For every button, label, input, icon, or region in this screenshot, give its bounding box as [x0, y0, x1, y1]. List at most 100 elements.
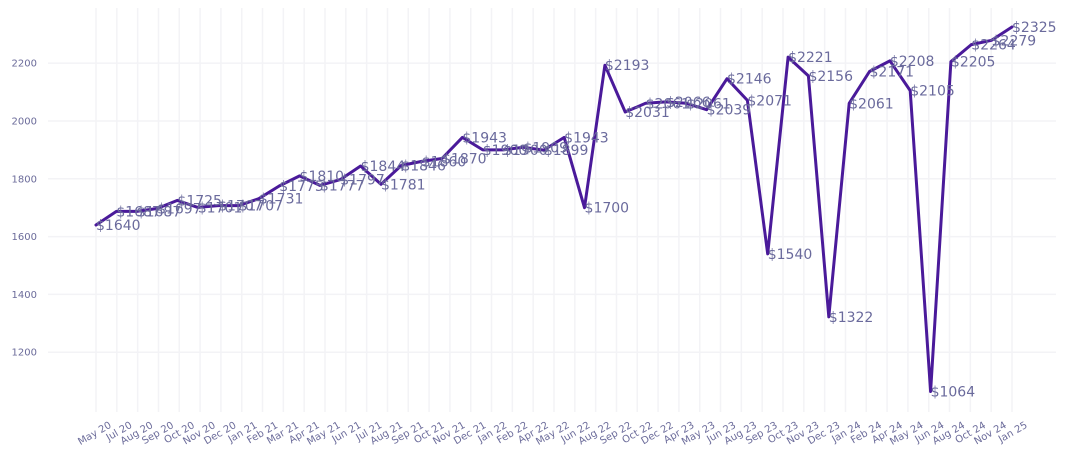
y-tick-label: 1400	[12, 290, 37, 301]
data-point	[664, 100, 668, 104]
data-point	[501, 148, 505, 152]
data-point	[949, 60, 953, 63]
data-point	[522, 146, 525, 149]
data-point	[176, 199, 179, 202]
data-label: $1810	[300, 169, 345, 185]
data-point	[115, 210, 118, 213]
data-label: $1775	[279, 179, 324, 195]
data-label: $2264	[971, 38, 1016, 54]
data-point	[196, 206, 199, 209]
data-label: $2031	[625, 105, 670, 121]
data-label: $1797	[340, 173, 385, 189]
data-label: $2325	[1012, 20, 1057, 36]
series-line	[94, 25, 1014, 393]
data-label: $2105	[910, 84, 955, 100]
data-point	[278, 184, 281, 188]
data-point	[847, 102, 851, 105]
data-label: $2039	[707, 103, 752, 119]
data-label: $1899	[544, 143, 589, 159]
data-point	[135, 210, 138, 213]
data-point	[216, 204, 220, 207]
data-labels: $1640$1687$1687$1697$1725$1701$1707$1707…	[96, 20, 1057, 400]
data-point	[1010, 25, 1014, 29]
data-point	[257, 197, 261, 200]
data-label: $1064	[931, 385, 976, 401]
data-point	[685, 102, 688, 105]
data-label: $2221	[788, 50, 833, 66]
data-label: $2066	[666, 95, 711, 111]
data-label: $2156	[808, 69, 853, 85]
data-label: $1540	[768, 247, 813, 263]
data-label: $1707	[238, 199, 283, 215]
data-points	[94, 25, 1014, 393]
y-tick-label: 1800	[12, 174, 37, 185]
data-point	[155, 207, 159, 210]
data-point	[705, 108, 708, 111]
data-label: $1701	[198, 200, 243, 216]
y-axis-ticks: 1200 1400 1600 1800 2000 2200	[12, 59, 37, 359]
data-label: $1844	[361, 159, 406, 175]
data-label: $1640	[96, 218, 141, 234]
data-label: $1322	[829, 310, 874, 326]
data-point	[237, 204, 240, 207]
y-tick-label: 1200	[12, 348, 37, 359]
data-label: $1943	[462, 130, 507, 146]
y-tick-label: 2000	[12, 116, 37, 127]
data-point	[827, 315, 830, 319]
data-label: $1870	[442, 152, 487, 168]
data-point	[298, 174, 301, 178]
data-point	[990, 39, 993, 42]
data-point	[929, 390, 932, 393]
data-label: $1860	[422, 154, 467, 170]
data-label: $2071	[747, 93, 792, 109]
series-line-group	[94, 25, 1014, 393]
data-label: $1700	[585, 201, 630, 217]
data-point	[461, 136, 464, 139]
y-tick-label: 1600	[12, 232, 37, 243]
data-label: $1943	[564, 130, 609, 146]
data-label: $1781	[381, 177, 426, 193]
data-label: $1725	[177, 193, 222, 209]
data-point	[420, 160, 423, 163]
data-point	[909, 89, 912, 92]
data-point	[786, 55, 790, 59]
data-label: $1687	[137, 204, 182, 220]
data-point	[440, 157, 444, 160]
data-point	[318, 184, 322, 187]
data-label: $1846	[401, 158, 446, 174]
data-point	[481, 148, 484, 152]
data-point	[603, 63, 607, 67]
data-label: $2061	[849, 96, 894, 112]
y-tick-label: 2200	[12, 59, 37, 70]
data-point	[359, 164, 362, 168]
data-label: $1731	[259, 192, 304, 208]
data-label: $2205	[951, 55, 996, 71]
data-point	[542, 148, 546, 152]
data-point	[725, 77, 729, 80]
data-point	[644, 102, 647, 105]
data-label: $2061	[686, 96, 731, 112]
data-label: $2208	[890, 54, 935, 70]
data-point	[888, 59, 892, 63]
data-label: $1687	[116, 204, 161, 220]
data-point	[583, 206, 586, 209]
data-label: $2146	[727, 72, 772, 88]
data-point	[868, 70, 871, 73]
data-point	[94, 223, 98, 227]
data-label: $1900	[503, 143, 548, 159]
data-point	[970, 43, 973, 46]
data-label: $1909	[523, 140, 568, 156]
data-point	[766, 252, 769, 256]
data-label: $1707	[218, 199, 263, 215]
data-point	[562, 136, 566, 139]
data-point	[339, 178, 342, 181]
data-label: $2193	[605, 58, 650, 74]
data-label: $2171	[870, 65, 915, 81]
data-point	[746, 99, 749, 102]
data-label: $2061	[646, 96, 691, 112]
data-label: $1900	[483, 143, 528, 159]
data-point	[624, 110, 627, 114]
data-point	[379, 183, 383, 186]
data-label: $2279	[992, 33, 1037, 49]
